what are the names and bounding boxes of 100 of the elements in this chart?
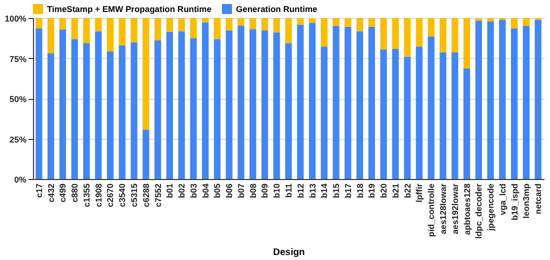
bar bbox=[522, 26, 530, 179]
bar bbox=[452, 18, 458, 52]
bar bbox=[356, 31, 364, 179]
x-tick-label: b14 bbox=[319, 183, 330, 198]
x-tick-label: b02 bbox=[176, 183, 187, 198]
bar bbox=[118, 46, 126, 179]
bar bbox=[59, 18, 66, 30]
y-tick-label: 75% bbox=[9, 54, 27, 64]
bar bbox=[190, 38, 197, 179]
bar bbox=[273, 32, 280, 179]
bar bbox=[416, 46, 423, 179]
x-tick-label: b01 bbox=[164, 183, 175, 198]
bar bbox=[487, 18, 494, 22]
bar bbox=[332, 26, 340, 179]
x-tick-label: vga_lcd bbox=[497, 184, 508, 216]
x-tick-label: b05 bbox=[212, 183, 222, 198]
bar bbox=[190, 18, 197, 38]
x-tick-label: apbtoaes128 bbox=[462, 183, 472, 235]
bar bbox=[534, 20, 542, 179]
bar bbox=[510, 28, 518, 179]
y-tick-label: 100% bbox=[4, 14, 27, 24]
x-tick-label: b19_ispd bbox=[509, 184, 520, 220]
bar bbox=[154, 18, 162, 41]
bar bbox=[238, 18, 244, 26]
bar bbox=[142, 130, 150, 179]
bar bbox=[308, 22, 316, 179]
bar bbox=[166, 32, 173, 179]
bar bbox=[48, 18, 54, 54]
x-tick-label: c880 bbox=[70, 183, 80, 202]
x-tick-label: c499 bbox=[58, 183, 68, 202]
bar bbox=[59, 29, 66, 179]
x-tick-label: b07 bbox=[236, 183, 246, 198]
bar bbox=[344, 27, 352, 179]
x-tick-label: b18 bbox=[354, 183, 365, 198]
bar bbox=[166, 18, 173, 32]
x-tick-label: c6288 bbox=[140, 183, 151, 208]
bar bbox=[368, 27, 375, 179]
bar bbox=[428, 18, 434, 36]
x-tick-label: b08 bbox=[248, 183, 258, 198]
x-tick-label: b13 bbox=[307, 183, 318, 198]
x-tick-label: b22 bbox=[402, 183, 412, 198]
bar bbox=[320, 46, 328, 179]
bar bbox=[130, 42, 138, 179]
bar bbox=[380, 18, 387, 50]
bar bbox=[499, 20, 506, 179]
x-tick-label: c3540 bbox=[117, 183, 128, 208]
bar bbox=[440, 18, 446, 52]
bar bbox=[178, 18, 185, 32]
bar bbox=[344, 18, 352, 28]
x-tick-label: b03 bbox=[188, 183, 198, 198]
x-tick-label: b19 bbox=[366, 183, 377, 198]
bar bbox=[332, 18, 340, 26]
x-tick-label: c432 bbox=[46, 183, 56, 202]
bar bbox=[273, 18, 280, 32]
bar bbox=[404, 56, 411, 179]
x-tick-label: ldpc_decoder bbox=[474, 182, 484, 239]
bar bbox=[475, 18, 482, 21]
x-tick-label: lpffir bbox=[414, 182, 424, 202]
bar bbox=[487, 21, 494, 179]
y-tick-label: 50% bbox=[9, 94, 27, 104]
x-tick-label: c5315 bbox=[129, 183, 140, 208]
bar bbox=[285, 43, 292, 179]
x-tick-label: c17 bbox=[34, 183, 44, 198]
x-tick-label: b12 bbox=[295, 183, 306, 198]
bar bbox=[510, 18, 518, 28]
x-tick-label: b06 bbox=[224, 183, 234, 198]
bar bbox=[95, 31, 102, 179]
bar bbox=[106, 18, 114, 52]
x-tick-label: b04 bbox=[200, 183, 210, 198]
bar bbox=[118, 18, 126, 46]
bar bbox=[95, 18, 102, 32]
x-tick-label: b17 bbox=[342, 183, 353, 198]
bar bbox=[392, 48, 399, 179]
bar bbox=[250, 29, 256, 179]
bar bbox=[214, 18, 221, 40]
bar bbox=[202, 18, 209, 22]
x-axis-title: Design bbox=[273, 246, 306, 258]
bar bbox=[463, 68, 470, 179]
bar bbox=[130, 18, 138, 42]
x-tick-label: aes192lowar bbox=[450, 182, 460, 234]
bar bbox=[297, 24, 304, 179]
x-tick-label: b21 bbox=[390, 183, 400, 198]
bar bbox=[178, 31, 185, 179]
x-tick-label: c7552 bbox=[152, 183, 163, 208]
bar bbox=[380, 50, 387, 179]
x-tick-label: c1355 bbox=[81, 183, 92, 208]
bar bbox=[71, 39, 78, 179]
bar bbox=[71, 18, 78, 40]
bar bbox=[142, 18, 150, 130]
bar bbox=[356, 18, 364, 32]
x-tick-label: netcard bbox=[533, 184, 544, 214]
bar bbox=[416, 18, 423, 47]
bar bbox=[238, 26, 244, 179]
legend-label: TimeStamp + EMW Propagation Runtime bbox=[47, 4, 212, 14]
x-tick-label: b15 bbox=[331, 183, 342, 198]
x-tick-label: b09 bbox=[260, 183, 270, 198]
bar bbox=[261, 18, 268, 31]
bar bbox=[428, 36, 434, 179]
y-tick-label: 25% bbox=[9, 134, 27, 144]
x-tick-label: jpegencode bbox=[486, 183, 496, 232]
